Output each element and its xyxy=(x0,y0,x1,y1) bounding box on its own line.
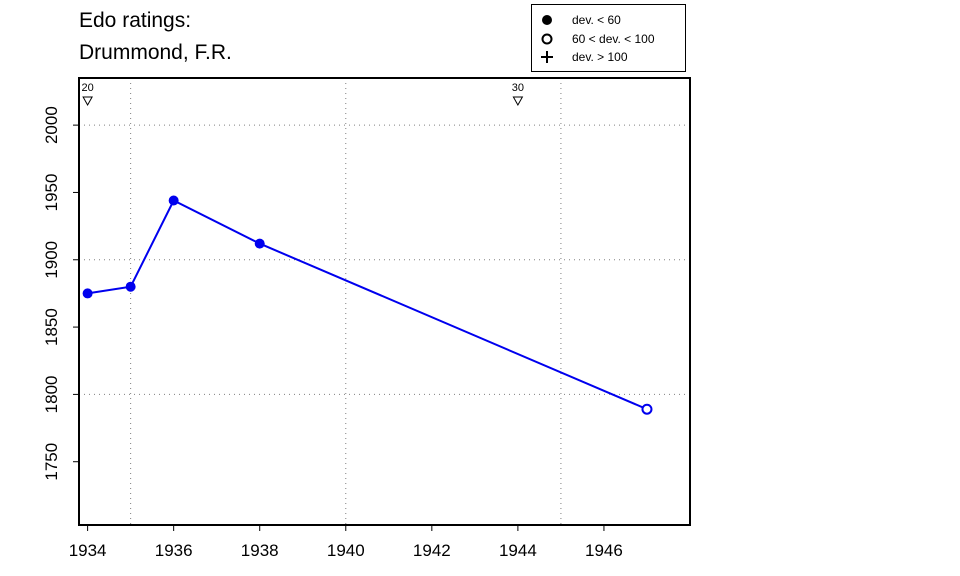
chart-title-line1: Edo ratings: xyxy=(79,9,192,32)
y-tick-label: 1950 xyxy=(42,174,61,212)
y-tick-label: 1750 xyxy=(42,443,61,481)
rating-point xyxy=(82,288,93,299)
legend-item-open-circle: 60 < dev. < 100 xyxy=(532,31,655,47)
rating-point xyxy=(125,281,136,292)
y-tick-label: 1800 xyxy=(42,375,61,413)
y-tick-label: 2000 xyxy=(42,106,61,144)
open-circle-icon xyxy=(541,33,553,45)
y-tick-label: 1850 xyxy=(42,308,61,346)
filled-circle-icon xyxy=(542,15,552,25)
rank-marker-triangle xyxy=(512,96,524,107)
x-tick-label: 1936 xyxy=(155,541,193,560)
chart-legend: dev. < 60 60 < dev. < 100 dev. > 100 xyxy=(531,4,686,72)
rank-marker-triangle xyxy=(82,96,93,107)
x-tick-label: 1944 xyxy=(499,541,537,560)
x-tick-label: 1946 xyxy=(585,541,623,560)
rank-marker-label: 20 xyxy=(81,82,93,94)
legend-label: dev. < 60 xyxy=(572,13,621,27)
x-tick-label: 1940 xyxy=(327,541,365,560)
rank-marker-label: 30 xyxy=(512,82,524,94)
y-tick-label: 1900 xyxy=(42,241,61,279)
plot-frame xyxy=(78,77,691,526)
legend-item-plus: dev. > 100 xyxy=(532,49,628,65)
x-tick-label: 1934 xyxy=(69,541,107,560)
chart-title-line2: Drummond, F.R. xyxy=(79,41,232,64)
rating-point xyxy=(641,403,653,415)
legend-item-filled-circle: dev. < 60 xyxy=(532,12,621,28)
legend-label: dev. > 100 xyxy=(572,50,628,64)
plus-icon xyxy=(541,51,553,63)
rating-point xyxy=(168,195,179,206)
legend-label: 60 < dev. < 100 xyxy=(572,32,655,46)
x-tick-label: 1942 xyxy=(413,541,451,560)
rating-point xyxy=(254,238,265,249)
rating-line xyxy=(87,199,648,411)
x-tick-label: 1938 xyxy=(241,541,279,560)
